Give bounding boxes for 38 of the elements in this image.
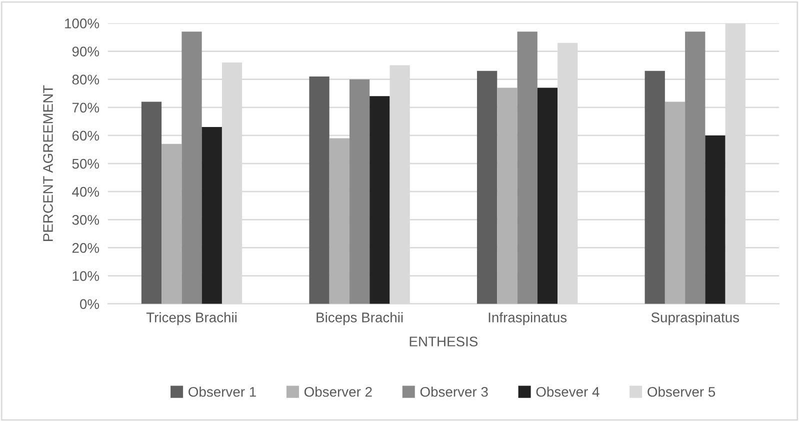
bar	[517, 32, 538, 304]
y-tick-label: 100%	[65, 18, 100, 28]
x-tick-label: Biceps Brachii	[316, 312, 403, 326]
x-axis-title: ENTHESIS	[410, 336, 478, 346]
x-tick-label: Triceps Brachii	[146, 312, 236, 326]
bar	[664, 102, 686, 304]
bar	[537, 88, 558, 304]
bar	[644, 70, 665, 304]
y-tick-label: 60%	[72, 130, 100, 141]
y-tick-label: 70%	[72, 102, 100, 113]
bar	[162, 144, 182, 304]
x-tick-label: Infraspinatus	[488, 312, 567, 326]
bar	[497, 88, 518, 304]
bar	[370, 96, 390, 304]
bar	[477, 70, 498, 304]
bar	[202, 127, 222, 304]
bar	[349, 79, 370, 304]
x-tick-label: Supraspinatus	[651, 312, 740, 326]
y-axis-title: PERCENT AGREEMENT	[43, 85, 53, 241]
y-tick-label: 20%	[72, 243, 100, 253]
bar	[685, 32, 706, 304]
y-tick-label: 10%	[72, 271, 100, 281]
legend-label: Observer 1	[188, 386, 256, 397]
bar	[141, 102, 162, 304]
y-tick-label: 0%	[80, 299, 100, 310]
bar	[705, 135, 726, 304]
legend-label: Observer 3	[420, 386, 488, 397]
bar	[182, 32, 202, 304]
legend-label: Observer 5	[648, 386, 716, 397]
y-tick-label: 50%	[72, 158, 100, 169]
bar	[329, 138, 350, 304]
y-tick-label: 90%	[72, 46, 100, 56]
legend-label: Observer 2	[304, 386, 372, 397]
y-tick-label: 40%	[72, 186, 100, 197]
y-tick-label: 80%	[72, 74, 100, 85]
bar	[309, 76, 330, 304]
y-tick-label: 30%	[72, 214, 100, 225]
legend-label: Obsever 4	[536, 386, 600, 397]
